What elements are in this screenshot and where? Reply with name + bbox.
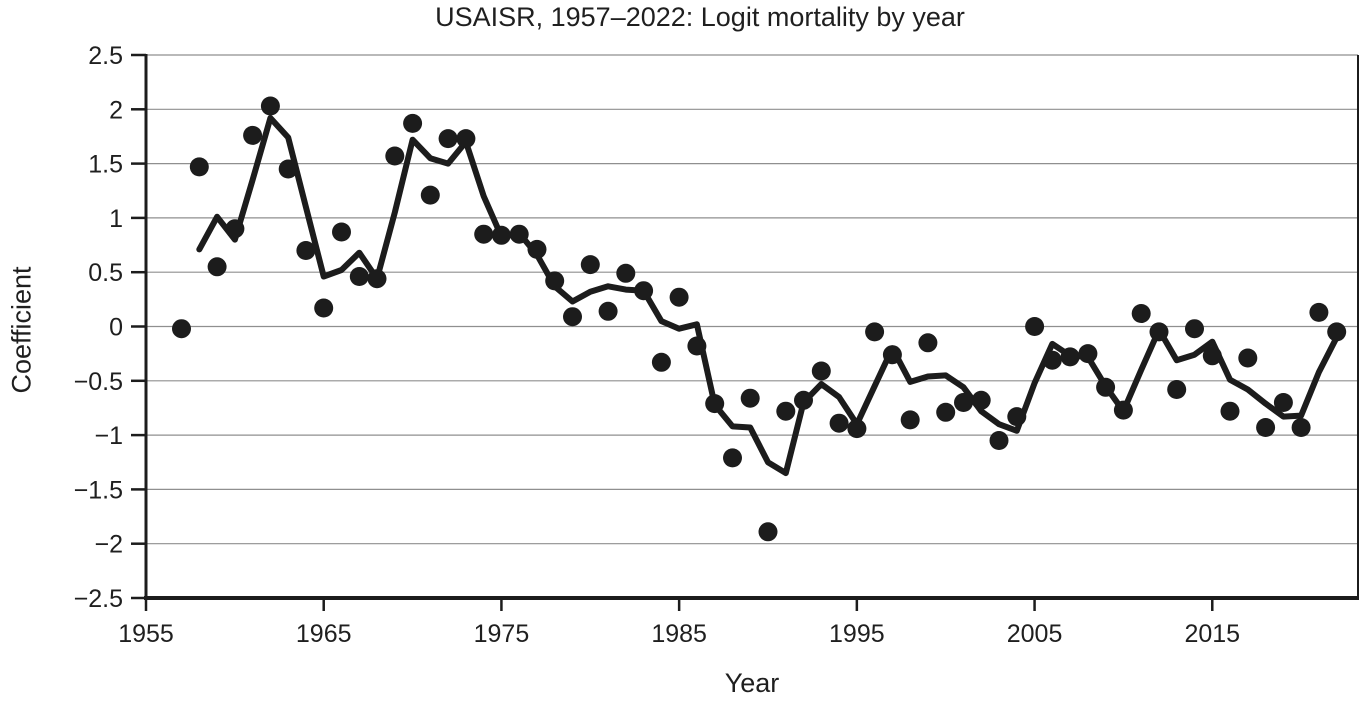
x-tick-label: 1975 [474, 620, 530, 648]
y-tick-label: 1 [109, 205, 123, 233]
x-tick-label: 2015 [1184, 620, 1240, 648]
data-point [936, 402, 956, 422]
data-point [172, 319, 191, 339]
data-point [669, 287, 689, 307]
trend-line [196, 115, 1340, 477]
data-point [385, 146, 405, 166]
data-point [332, 222, 351, 242]
data-point [687, 336, 707, 356]
x-tick-label: 1985 [651, 620, 707, 648]
y-tick-label: −2.5 [74, 585, 123, 613]
data-point [349, 267, 369, 286]
data-point [1113, 400, 1133, 420]
y-tick-label: −0.5 [74, 368, 123, 396]
y-tick-label: −2 [94, 531, 123, 559]
data-point [474, 224, 494, 244]
data-point [865, 322, 885, 342]
data-point [882, 345, 902, 365]
data-point [420, 185, 440, 205]
x-tick-label: 1995 [829, 620, 885, 648]
data-point [1149, 322, 1169, 342]
data-point [1220, 401, 1240, 421]
data-point [1167, 380, 1187, 399]
data-point [563, 307, 582, 327]
data-point [900, 410, 920, 430]
data-point [1060, 347, 1080, 367]
y-tick-label: −1 [94, 422, 123, 450]
data-point [189, 157, 209, 177]
y-tick-label: 2.5 [88, 42, 123, 70]
data-point [1202, 346, 1222, 366]
data-point [634, 281, 654, 301]
data-point [1007, 407, 1027, 427]
data-point [545, 271, 565, 291]
data-point [438, 129, 458, 149]
y-tick-label: 2 [109, 96, 123, 124]
data-point [758, 522, 778, 542]
data-point [705, 394, 725, 414]
data-point [314, 298, 334, 318]
data-point [278, 159, 298, 179]
data-point [580, 255, 600, 275]
data-point [243, 125, 263, 145]
data-point [1327, 322, 1347, 342]
x-tick-label: 1955 [118, 620, 174, 648]
data-point [527, 239, 547, 259]
data-point [776, 401, 796, 421]
chart-title: USAISR, 1957–2022: Logit mortality by ye… [435, 2, 965, 32]
data-point [403, 113, 423, 133]
data-point [1256, 418, 1276, 437]
data-point [207, 257, 227, 277]
data-point [918, 333, 938, 353]
data-point [509, 224, 529, 244]
data-point [971, 390, 991, 410]
data-point [740, 388, 760, 408]
data-point [723, 448, 742, 468]
data-point [296, 241, 316, 260]
y-tick-label: 0.5 [88, 259, 123, 287]
data-point [1025, 317, 1045, 336]
data-point [1096, 377, 1116, 397]
data-point [954, 393, 973, 412]
data-point [1238, 348, 1258, 368]
x-tick-label: 2005 [1007, 620, 1063, 648]
data-point [1042, 350, 1062, 370]
data-point [794, 390, 813, 410]
data-point [598, 301, 618, 321]
y-tick-label: 1.5 [88, 151, 123, 179]
data-point [829, 413, 849, 433]
data-point [1291, 418, 1311, 437]
data-point [367, 269, 387, 289]
data-point [456, 129, 476, 149]
y-tick-label: −1.5 [74, 476, 123, 504]
data-point [616, 263, 636, 283]
data-point [1309, 302, 1329, 322]
data-point [225, 219, 245, 239]
x-tick-label: 1965 [296, 620, 352, 648]
data-point [651, 352, 671, 372]
data-point [1131, 304, 1151, 323]
x-axis-title: Year [724, 668, 780, 698]
data-point [491, 225, 511, 245]
data-point [1078, 344, 1098, 364]
data-point [989, 431, 1009, 450]
data-point [1185, 319, 1204, 339]
data-point [260, 96, 280, 116]
data-point [847, 419, 867, 439]
data-point [811, 361, 831, 381]
y-tick-label: 0 [109, 314, 123, 342]
data-point [1273, 393, 1293, 412]
